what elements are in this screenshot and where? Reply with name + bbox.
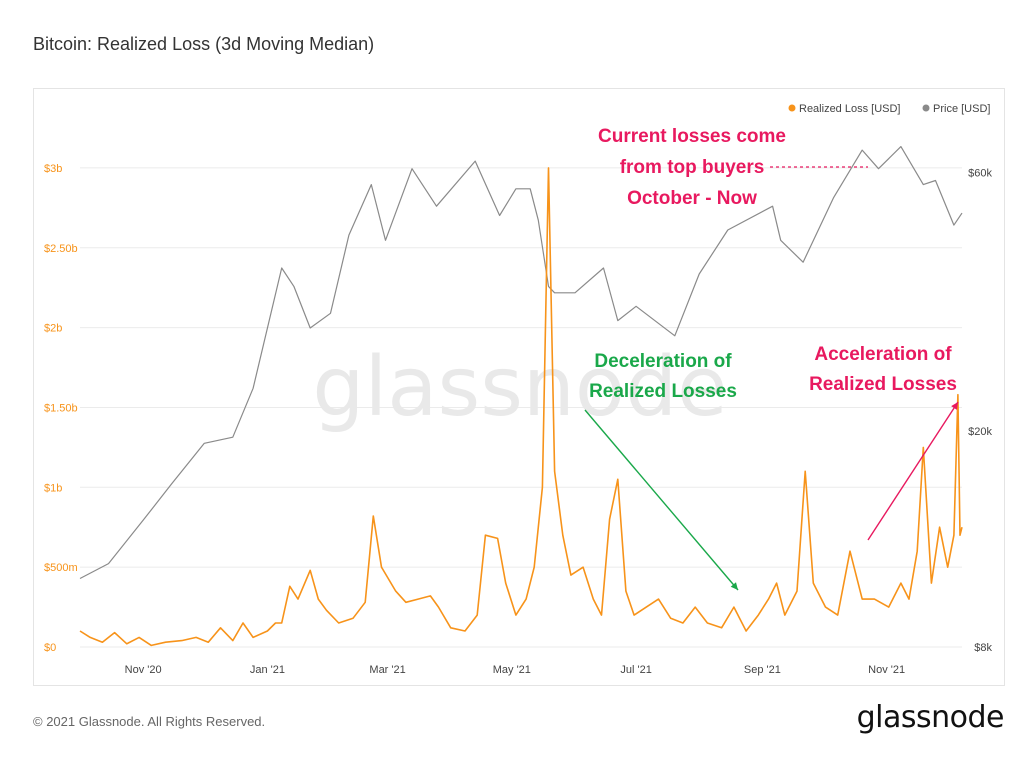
y-left-tick-label: $1b: [44, 482, 62, 494]
y-right-tick-label: $20k: [968, 426, 992, 438]
realized-loss-line: [79, 167, 963, 647]
annotation-current-losses: from top buyers: [620, 157, 765, 178]
acceleration-arrow: [867, 401, 959, 541]
x-tick-label: Jul '21: [620, 664, 651, 676]
deceleration-arrow-head: [730, 582, 738, 590]
legend-price-label: Price [USD]: [933, 103, 990, 115]
annotation-acceleration: Realized Losses: [809, 374, 957, 395]
chart-title: Bitcoin: Realized Loss (3d Moving Median…: [33, 34, 375, 54]
x-tick-label: Jan '21: [250, 664, 285, 676]
y-left-tick-label: $2.50b: [44, 243, 78, 255]
legend-loss-dot: [788, 104, 796, 112]
x-tick-label: May '21: [493, 664, 531, 676]
y-right-tick-label: $8k: [974, 642, 992, 654]
annotation-acceleration: Acceleration of: [814, 344, 952, 365]
glassnode-logo[interactable]: glassnode: [856, 700, 1005, 735]
annotation-current-losses: Current losses come: [598, 126, 786, 147]
x-tick-label: Sep '21: [744, 664, 781, 676]
y-right-tick-label: $60k: [968, 168, 992, 180]
y-left-tick-label: $2b: [44, 323, 62, 335]
copyright-text: © 2021 Glassnode. All Rights Reserved.: [33, 714, 266, 729]
y-left-tick-label: $0: [44, 642, 56, 654]
legend-price-dot: [922, 104, 930, 112]
watermark-text: glassnode: [312, 340, 727, 435]
y-left-tick-label: $3b: [44, 163, 62, 175]
y-left-tick-label: $500m: [44, 562, 78, 574]
y-left-tick-label: $1.50b: [44, 402, 78, 414]
annotation-current-losses: October - Now: [627, 188, 757, 209]
deceleration-arrow: [584, 409, 739, 591]
x-tick-label: Mar '21: [369, 664, 405, 676]
legend-loss-label: Realized Loss [USD]: [799, 103, 901, 115]
x-tick-label: Nov '20: [125, 664, 162, 676]
acceleration-arrow-head: [951, 402, 958, 410]
annotation-deceleration: Deceleration of: [594, 351, 732, 372]
price-line: [79, 146, 963, 580]
annotation-deceleration: Realized Losses: [589, 381, 737, 402]
x-tick-label: Nov '21: [868, 664, 905, 676]
